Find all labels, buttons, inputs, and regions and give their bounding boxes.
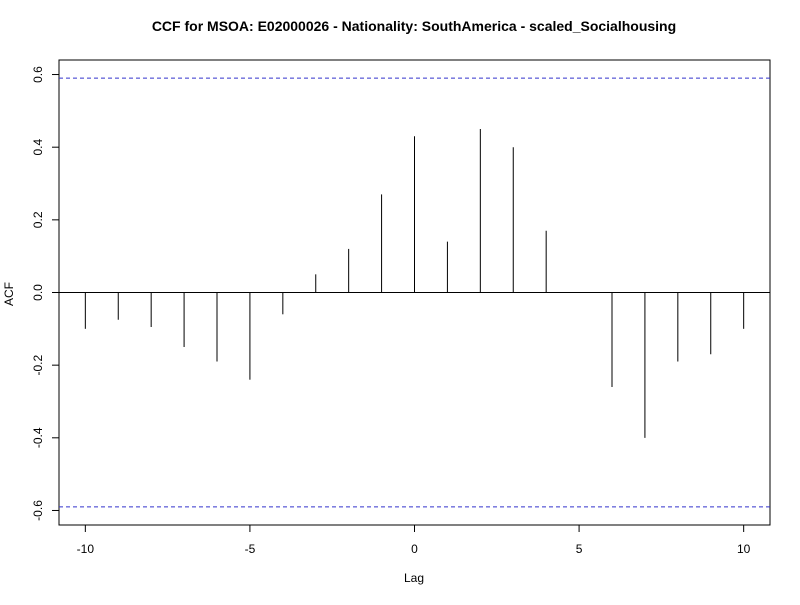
y-tick-label: 0.2 [31, 211, 45, 228]
x-tick-label: -10 [77, 542, 95, 556]
x-tick-label: 0 [411, 542, 418, 556]
y-axis-label: ACF [2, 282, 16, 306]
y-tick-label: -0.2 [31, 354, 45, 375]
chart-title: CCF for MSOA: E02000026 - Nationality: S… [152, 18, 676, 34]
x-tick-label: 5 [576, 542, 583, 556]
y-tick-label: 0.6 [31, 66, 45, 83]
x-tick-label: -5 [245, 542, 256, 556]
y-tick-label: -0.6 [31, 500, 45, 521]
y-tick-label: -0.4 [31, 427, 45, 448]
x-tick-label: 10 [737, 542, 751, 556]
plot-area: -10 -5 0 5 10 -0.6 -0.4 -0.2 0.0 0.2 0.4 0.6 [31, 59, 771, 556]
y-tick-label: 0.0 [31, 284, 45, 301]
x-axis-label: Lag [404, 571, 424, 585]
y-tick-label: 0.4 [31, 139, 45, 156]
